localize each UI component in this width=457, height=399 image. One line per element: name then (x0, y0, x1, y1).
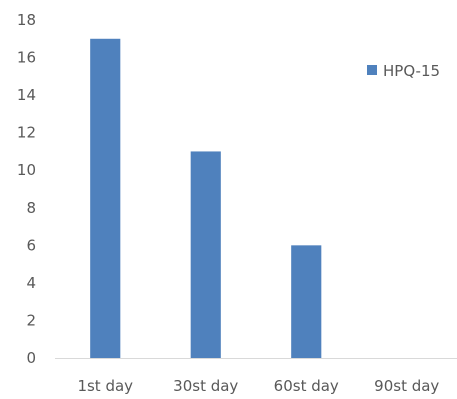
bar-30st-day (190, 151, 221, 358)
bars (90, 38, 322, 359)
y-axis-tick-labels: 0 2 4 6 8 10 12 14 16 18 (17, 11, 36, 367)
y-tick-label: 0 (26, 349, 36, 367)
y-tick-label: 2 (26, 311, 36, 329)
bar-60st-day (291, 245, 322, 358)
y-tick-label: 14 (17, 86, 36, 104)
legend: HPQ-15 (367, 62, 440, 80)
y-tick-label: 18 (17, 11, 36, 29)
legend-swatch (367, 65, 377, 75)
x-tick-label: 30st day (173, 377, 238, 395)
y-tick-label: 6 (26, 236, 36, 254)
y-tick-label: 8 (26, 199, 36, 217)
y-tick-label: 10 (17, 161, 36, 179)
y-tick-label: 16 (17, 49, 36, 67)
legend-label-hpq-15: HPQ-15 (383, 62, 440, 80)
bar-1st-day (90, 38, 121, 359)
y-tick-label: 4 (26, 274, 36, 292)
x-tick-label: 1st day (77, 377, 133, 395)
x-tick-label: 60st day (274, 377, 339, 395)
x-axis-category-labels: 1st day 30st day 60st day 90st day (77, 377, 439, 395)
y-tick-label: 12 (17, 124, 36, 142)
x-tick-label: 90st day (374, 377, 439, 395)
